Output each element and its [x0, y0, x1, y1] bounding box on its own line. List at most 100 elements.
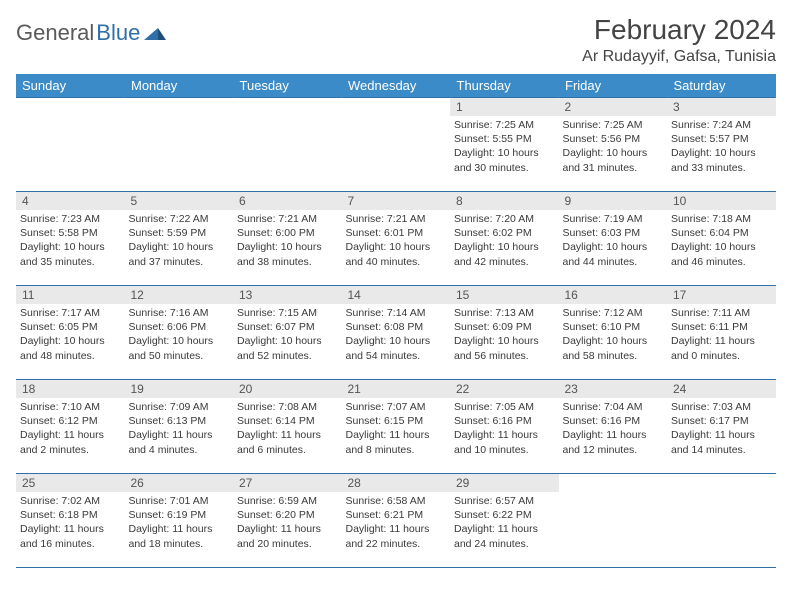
- day-details: Sunrise: 7:25 AMSunset: 5:56 PMDaylight:…: [559, 116, 668, 177]
- day-number: 12: [125, 286, 234, 304]
- day-details: Sunrise: 7:21 AMSunset: 6:00 PMDaylight:…: [233, 210, 342, 271]
- calendar-week-row: 11Sunrise: 7:17 AMSunset: 6:05 PMDayligh…: [16, 286, 776, 380]
- sunrise-line: Sunrise: 7:17 AM: [20, 306, 121, 320]
- day-number: 14: [342, 286, 451, 304]
- sunset-line: Sunset: 6:13 PM: [129, 414, 230, 428]
- daylight-line: Daylight: 11 hours and 12 minutes.: [563, 428, 664, 456]
- sunrise-line: Sunrise: 6:57 AM: [454, 494, 555, 508]
- sunrise-line: Sunrise: 6:58 AM: [346, 494, 447, 508]
- daylight-line: Daylight: 11 hours and 24 minutes.: [454, 522, 555, 550]
- sunset-line: Sunset: 6:15 PM: [346, 414, 447, 428]
- day-number: 23: [559, 380, 668, 398]
- sunset-line: Sunset: 6:05 PM: [20, 320, 121, 334]
- sunrise-line: Sunrise: 7:05 AM: [454, 400, 555, 414]
- daylight-line: Daylight: 10 hours and 54 minutes.: [346, 334, 447, 362]
- day-details: Sunrise: 7:22 AMSunset: 5:59 PMDaylight:…: [125, 210, 234, 271]
- day-details: Sunrise: 7:16 AMSunset: 6:06 PMDaylight:…: [125, 304, 234, 365]
- day-number: 16: [559, 286, 668, 304]
- sunrise-line: Sunrise: 7:11 AM: [671, 306, 772, 320]
- brand-mark-icon: [144, 22, 166, 45]
- sunrise-line: Sunrise: 7:16 AM: [129, 306, 230, 320]
- day-number: 25: [16, 474, 125, 492]
- calendar-week-row: 4Sunrise: 7:23 AMSunset: 5:58 PMDaylight…: [16, 192, 776, 286]
- daylight-line: Daylight: 10 hours and 38 minutes.: [237, 240, 338, 268]
- day-details: Sunrise: 7:18 AMSunset: 6:04 PMDaylight:…: [667, 210, 776, 271]
- day-number: 29: [450, 474, 559, 492]
- calendar-day-cell: 8Sunrise: 7:20 AMSunset: 6:02 PMDaylight…: [450, 192, 559, 286]
- day-number: 24: [667, 380, 776, 398]
- day-details: Sunrise: 6:59 AMSunset: 6:20 PMDaylight:…: [233, 492, 342, 553]
- day-details: Sunrise: 7:21 AMSunset: 6:01 PMDaylight:…: [342, 210, 451, 271]
- sunset-line: Sunset: 6:17 PM: [671, 414, 772, 428]
- weekday-header: Thursday: [450, 74, 559, 98]
- calendar-day-cell: 19Sunrise: 7:09 AMSunset: 6:13 PMDayligh…: [125, 380, 234, 474]
- calendar-day-cell: 29Sunrise: 6:57 AMSunset: 6:22 PMDayligh…: [450, 474, 559, 568]
- daylight-line: Daylight: 11 hours and 0 minutes.: [671, 334, 772, 362]
- calendar-day-cell: 28Sunrise: 6:58 AMSunset: 6:21 PMDayligh…: [342, 474, 451, 568]
- sunrise-line: Sunrise: 7:18 AM: [671, 212, 772, 226]
- day-number: 5: [125, 192, 234, 210]
- calendar-day-cell: 23Sunrise: 7:04 AMSunset: 6:16 PMDayligh…: [559, 380, 668, 474]
- calendar-day-cell: 17 Sunrise: 7:11 AMSunset: 6:11 PMDayligh…: [667, 286, 776, 380]
- calendar-day-cell: [233, 98, 342, 192]
- sunrise-line: Sunrise: 7:07 AM: [346, 400, 447, 414]
- weekday-header: Tuesday: [233, 74, 342, 98]
- daylight-line: Daylight: 11 hours and 4 minutes.: [129, 428, 230, 456]
- day-details: Sunrise: 6:57 AMSunset: 6:22 PMDaylight:…: [450, 492, 559, 553]
- day-number: 20: [233, 380, 342, 398]
- month-title: February 2024: [582, 14, 776, 46]
- day-details: Sunrise: 7:13 AMSunset: 6:09 PMDaylight:…: [450, 304, 559, 365]
- calendar-day-cell: 10Sunrise: 7:18 AMSunset: 6:04 PMDayligh…: [667, 192, 776, 286]
- daylight-line: Daylight: 10 hours and 30 minutes.: [454, 146, 555, 174]
- day-details: Sunrise: 7:03 AMSunset: 6:17 PMDaylight:…: [667, 398, 776, 459]
- weekday-header: Sunday: [16, 74, 125, 98]
- day-details: Sunrise: 7:09 AMSunset: 6:13 PMDaylight:…: [125, 398, 234, 459]
- day-details: Sunrise: 7:07 AMSunset: 6:15 PMDaylight:…: [342, 398, 451, 459]
- brand-name-1: General: [16, 20, 94, 46]
- day-number: 13: [233, 286, 342, 304]
- calendar-day-cell: 9Sunrise: 7:19 AMSunset: 6:03 PMDaylight…: [559, 192, 668, 286]
- sunset-line: Sunset: 6:00 PM: [237, 226, 338, 240]
- daylight-line: Daylight: 11 hours and 2 minutes.: [20, 428, 121, 456]
- day-number: 3: [667, 98, 776, 116]
- sunrise-line: Sunrise: 7:13 AM: [454, 306, 555, 320]
- calendar-week-row: 18Sunrise: 7:10 AMSunset: 6:12 PMDayligh…: [16, 380, 776, 474]
- location-label: Ar Rudayyif, Gafsa, Tunisia: [582, 48, 776, 66]
- day-number: 17: [667, 286, 776, 304]
- day-number: 7: [342, 192, 451, 210]
- daylight-line: Daylight: 11 hours and 10 minutes.: [454, 428, 555, 456]
- sunrise-line: Sunrise: 7:03 AM: [671, 400, 772, 414]
- day-details: Sunrise: 7:02 AMSunset: 6:18 PMDaylight:…: [16, 492, 125, 553]
- calendar-day-cell: [125, 98, 234, 192]
- daylight-line: Daylight: 10 hours and 42 minutes.: [454, 240, 555, 268]
- daylight-line: Daylight: 10 hours and 40 minutes.: [346, 240, 447, 268]
- sunset-line: Sunset: 6:16 PM: [454, 414, 555, 428]
- daylight-line: Daylight: 11 hours and 16 minutes.: [20, 522, 121, 550]
- day-details: Sunrise: 7:19 AMSunset: 6:03 PMDaylight:…: [559, 210, 668, 271]
- calendar-day-cell: 6Sunrise: 7:21 AMSunset: 6:00 PMDaylight…: [233, 192, 342, 286]
- daylight-line: Daylight: 11 hours and 22 minutes.: [346, 522, 447, 550]
- day-number: 19: [125, 380, 234, 398]
- sunset-line: Sunset: 6:08 PM: [346, 320, 447, 334]
- sunset-line: Sunset: 5:58 PM: [20, 226, 121, 240]
- day-details: Sunrise: 7:10 AMSunset: 6:12 PMDaylight:…: [16, 398, 125, 459]
- sunrise-line: Sunrise: 7:21 AM: [346, 212, 447, 226]
- day-number: 2: [559, 98, 668, 116]
- daylight-line: Daylight: 11 hours and 8 minutes.: [346, 428, 447, 456]
- sunrise-line: Sunrise: 6:59 AM: [237, 494, 338, 508]
- daylight-line: Daylight: 11 hours and 18 minutes.: [129, 522, 230, 550]
- sunset-line: Sunset: 5:59 PM: [129, 226, 230, 240]
- calendar-day-cell: 27Sunrise: 6:59 AMSunset: 6:20 PMDayligh…: [233, 474, 342, 568]
- weekday-header: Wednesday: [342, 74, 451, 98]
- day-number: 1: [450, 98, 559, 116]
- calendar-page: GeneralBlue February 2024 Ar Rudayyif, G…: [0, 0, 792, 568]
- sunset-line: Sunset: 5:57 PM: [671, 132, 772, 146]
- sunrise-line: Sunrise: 7:25 AM: [454, 118, 555, 132]
- day-number: 15: [450, 286, 559, 304]
- day-number: 8: [450, 192, 559, 210]
- day-details: Sunrise: 7:24 AMSunset: 5:57 PMDaylight:…: [667, 116, 776, 177]
- sunrise-line: Sunrise: 7:10 AM: [20, 400, 121, 414]
- sunset-line: Sunset: 6:11 PM: [671, 320, 772, 334]
- calendar-day-cell: 2Sunrise: 7:25 AMSunset: 5:56 PMDaylight…: [559, 98, 668, 192]
- calendar-day-cell: 15Sunrise: 7:13 AMSunset: 6:09 PMDayligh…: [450, 286, 559, 380]
